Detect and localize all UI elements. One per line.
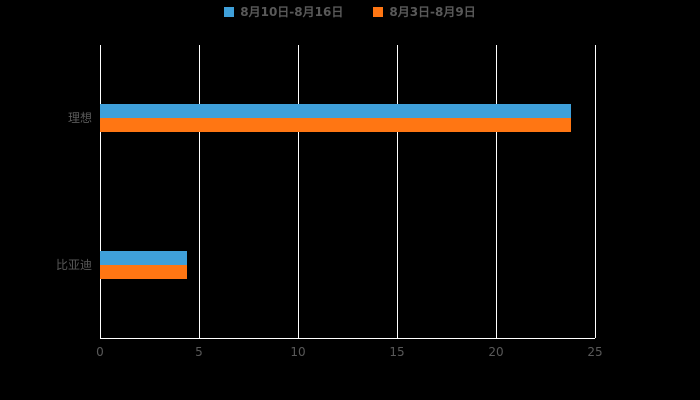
bar[interactable] [100, 250, 188, 265]
gridline [298, 45, 299, 338]
legend-label: 8月10日-8月16日 [240, 5, 344, 19]
x-axis-tick-label: 0 [96, 345, 104, 359]
bar[interactable] [100, 264, 188, 279]
x-axis-tick-label: 15 [389, 345, 405, 359]
x-axis-tick-label: 25 [587, 345, 603, 359]
y-axis-category-label: 比亚迪 [55, 257, 92, 272]
bar[interactable] [100, 118, 572, 133]
gridline [595, 45, 596, 338]
gridline [199, 45, 200, 338]
legend-item-series-1[interactable]: 8月10日-8月16日 [224, 6, 343, 18]
x-axis-tick-label: 20 [488, 345, 504, 359]
legend-item-series-2[interactable]: 8月3日-8月9日 [373, 5, 476, 19]
bar[interactable] [100, 104, 572, 119]
plot-area [100, 45, 596, 339]
legend-label: 8月3日-8月9日 [389, 5, 476, 19]
x-axis-tick-label: 10 [290, 345, 306, 359]
gridline [496, 45, 497, 338]
gridline [100, 45, 101, 338]
legend-swatch-icon [373, 7, 384, 17]
legend-swatch-icon [224, 7, 235, 17]
x-axis-tick-label: 5 [195, 345, 203, 359]
chart-legend: 8月10日-8月16日 8月3日-8月9日 [0, 6, 700, 18]
gridline [397, 45, 398, 338]
y-axis-category-label: 理想 [67, 111, 92, 126]
